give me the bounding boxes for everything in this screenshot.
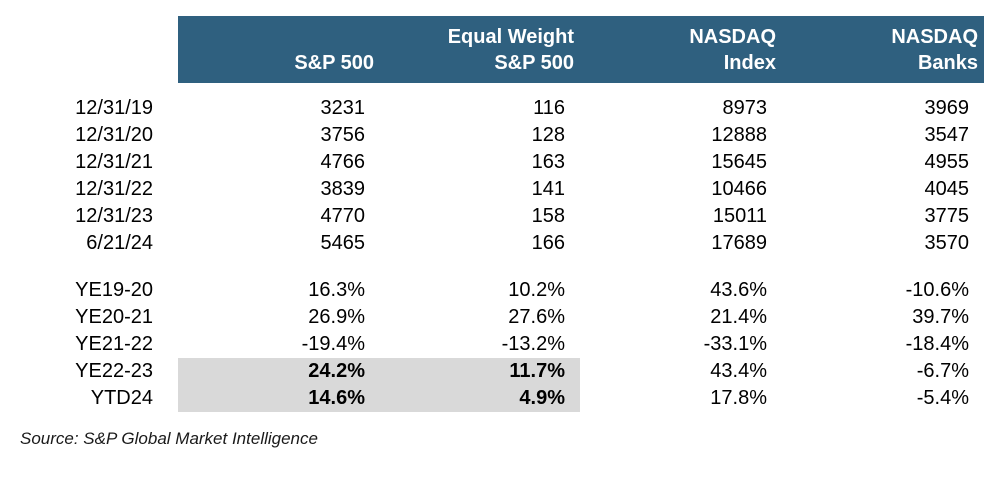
table-row: 12/31/22 3839 141 10466 4045 <box>0 176 984 203</box>
cell-nasdaq-banks: -10.6% <box>905 279 969 301</box>
cell-sp500-highlighted: 24.2% <box>178 358 380 385</box>
table-row-highlighted: YE22-23 24.2% 11.7% 43.4% -6.7% <box>0 358 984 385</box>
cell-ew-sp500: 163 <box>531 151 565 173</box>
cell-nasdaq-banks: 39.7% <box>912 306 969 328</box>
row-label: 12/31/20 <box>75 124 153 146</box>
cell-ew-sp500: 27.6% <box>508 306 565 328</box>
table-row: 12/31/20 3756 128 12888 3547 <box>0 122 984 149</box>
row-label: YE20-21 <box>75 306 153 328</box>
cell-sp500-highlighted: 14.6% <box>178 385 380 412</box>
cell-nasdaq-banks: -5.4% <box>916 387 969 409</box>
cell-nasdaq-index: 10466 <box>711 178 767 200</box>
header-row: S&P 500 Equal Weight S&P 500 NASDAQ Inde… <box>0 16 984 83</box>
cell-ew-sp500: 166 <box>531 232 565 254</box>
cell-sp500: 3231 <box>320 97 366 119</box>
header-corner-blank <box>0 16 178 83</box>
cell-nasdaq-banks: 3570 <box>924 232 970 254</box>
col-header-nasdaq-index-line1: NASDAQ <box>689 26 776 48</box>
table-row: 12/31/21 4766 163 15645 4955 <box>0 149 984 176</box>
table-row: YE21-22 -19.4% -13.2% -33.1% -18.4% <box>0 331 984 358</box>
row-label: 12/31/21 <box>75 151 153 173</box>
cell-sp500: 3756 <box>320 124 366 146</box>
cell-nasdaq-index: 15011 <box>712 205 767 227</box>
cell-nasdaq-banks: 3775 <box>924 205 970 227</box>
row-label: YTD24 <box>90 387 153 409</box>
cell-nasdaq-banks: 3547 <box>924 124 970 146</box>
cell-nasdaq-index: 43.6% <box>710 279 767 301</box>
row-label: YE22-23 <box>75 360 153 382</box>
table-row-highlighted: YTD24 14.6% 4.9% 17.8% -5.4% <box>0 385 984 412</box>
cell-nasdaq-index: 21.4% <box>710 306 767 328</box>
cell-nasdaq-index: 17689 <box>711 232 767 254</box>
cell-nasdaq-index: 8973 <box>722 97 768 119</box>
cell-sp500: 5465 <box>320 232 366 254</box>
row-label: YE21-22 <box>75 333 153 355</box>
col-header-equal-weight-sp500: Equal Weight S&P 500 <box>380 16 580 83</box>
row-label: 12/31/19 <box>75 97 153 119</box>
cell-sp500: 26.9% <box>308 306 365 328</box>
spacer-row <box>0 83 984 95</box>
cell-nasdaq-index: 12888 <box>711 124 767 146</box>
table-row: 12/31/23 4770 158 15011 3775 <box>0 203 984 230</box>
row-label: 12/31/22 <box>75 178 153 200</box>
cell-ew-sp500: 128 <box>531 124 565 146</box>
cell-nasdaq-banks: 4955 <box>924 151 970 173</box>
cell-sp500: -19.4% <box>301 333 365 355</box>
cell-nasdaq-index: 43.4% <box>710 360 767 382</box>
cell-ew-sp500-highlighted: 4.9% <box>380 385 580 412</box>
source-note: Source: S&P Global Market Intelligence <box>20 429 318 448</box>
col-header-nasdaq-index-line2: Index <box>723 52 776 74</box>
cell-ew-sp500: 141 <box>531 178 565 200</box>
table-row: 6/21/24 5465 166 17689 3570 <box>0 230 984 257</box>
index-returns-table: S&P 500 Equal Weight S&P 500 NASDAQ Inde… <box>0 16 984 412</box>
cell-ew-sp500: -13.2% <box>501 333 565 355</box>
spacer-row <box>0 257 984 277</box>
col-header-sp500-line1 <box>178 24 374 50</box>
col-header-nasdaq-index: NASDAQ Index <box>580 16 782 83</box>
col-header-ew-line1: Equal Weight <box>447 26 574 48</box>
cell-nasdaq-banks: -18.4% <box>905 333 969 355</box>
col-header-nasdaq-banks-line2: Banks <box>917 52 978 74</box>
table-row: 12/31/19 3231 116 8973 3969 <box>0 95 984 122</box>
cell-sp500: 3839 <box>320 178 366 200</box>
cell-ew-sp500: 158 <box>531 205 565 227</box>
cell-nasdaq-index: 15645 <box>711 151 767 173</box>
table-row: YE19-20 16.3% 10.2% 43.6% -10.6% <box>0 277 984 304</box>
table-row: YE20-21 26.9% 27.6% 21.4% 39.7% <box>0 304 984 331</box>
col-header-nasdaq-banks-line1: NASDAQ <box>891 26 978 48</box>
row-label: YE19-20 <box>75 279 153 301</box>
col-header-sp500-line2: S&P 500 <box>294 52 374 74</box>
cell-nasdaq-banks: 4045 <box>924 178 970 200</box>
col-header-nasdaq-banks: NASDAQ Banks <box>782 16 984 83</box>
cell-nasdaq-index: -33.1% <box>703 333 767 355</box>
row-label: 6/21/24 <box>86 232 153 254</box>
cell-ew-sp500: 10.2% <box>508 279 565 301</box>
cell-nasdaq-banks: 3969 <box>924 97 970 119</box>
cell-ew-sp500: 116 <box>533 97 565 119</box>
cell-sp500: 16.3% <box>308 279 365 301</box>
col-header-sp500: S&P 500 <box>178 16 380 83</box>
cell-nasdaq-index: 17.8% <box>710 387 767 409</box>
col-header-ew-line2: S&P 500 <box>494 52 574 74</box>
cell-sp500: 4766 <box>320 151 366 173</box>
cell-ew-sp500-highlighted: 11.7% <box>380 358 580 385</box>
row-label: 12/31/23 <box>75 205 153 227</box>
cell-sp500: 4770 <box>320 205 366 227</box>
cell-nasdaq-banks: -6.7% <box>916 360 969 382</box>
